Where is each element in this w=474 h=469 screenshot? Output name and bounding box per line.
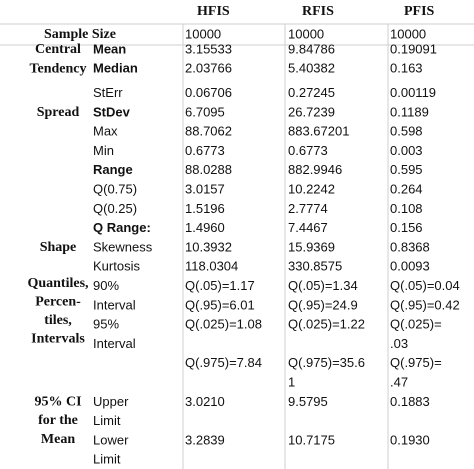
group-label: tiles, — [44, 313, 72, 328]
stat-name: 90% — [93, 278, 119, 293]
stat-name: Median — [93, 61, 138, 76]
stat-value: 9.5795 — [288, 394, 328, 409]
stat-value: 3.15533 — [185, 41, 232, 56]
stat-name: Kurtosis — [93, 259, 140, 274]
stat-value: 1.5196 — [185, 201, 225, 216]
stat-value: 0.6773 — [288, 143, 328, 158]
stat-value: 26.7239 — [288, 104, 335, 119]
stat-value: 118.0304 — [185, 259, 238, 274]
stat-name: Q(0.75) — [93, 182, 137, 197]
stat-value: Q(.95)=6.01 — [185, 297, 255, 312]
stat-value: .47 — [390, 375, 408, 390]
stat-value: Q(.025)= — [390, 317, 442, 332]
group-label: for the — [38, 413, 78, 428]
stat-value: Q(.975)=35.6 — [288, 355, 365, 370]
stat-name: Range — [93, 162, 133, 177]
stat-value: 3.0210 — [185, 394, 225, 409]
stat-name: Upper — [93, 394, 129, 409]
stat-value: 9.84786 — [288, 41, 335, 56]
group-label: Spread — [37, 105, 80, 120]
stat-value: 0.598 — [390, 124, 423, 139]
stat-value: 1 — [288, 375, 295, 390]
group-label: Shape — [40, 240, 77, 255]
group-label: Intervals — [31, 332, 85, 347]
stat-value: 5.40382 — [288, 61, 335, 76]
stat-value: 0.156 — [390, 220, 423, 235]
stat-name: Limit — [93, 413, 121, 428]
group-label: Quantiles, — [27, 276, 88, 291]
group-label: Tendency — [29, 62, 86, 77]
stat-value: 0.6773 — [185, 143, 225, 158]
stat-name: Q Range: — [93, 220, 151, 235]
stat-value: Q(.975)=7.84 — [185, 355, 262, 370]
stat-value: 882.9946 — [288, 162, 342, 177]
stat-name: Lower — [93, 432, 129, 447]
stat-value: 7.4467 — [288, 220, 328, 235]
stat-value: 0.1930 — [390, 432, 430, 447]
stat-value: 330.8575 — [288, 259, 342, 274]
stat-value: 0.163 — [390, 61, 423, 76]
stat-name: Interval — [93, 336, 136, 351]
stat-value: 1.4960 — [185, 220, 225, 235]
stat-value: 88.0288 — [185, 162, 232, 177]
stat-value: Q(.05)=0.04 — [390, 278, 460, 293]
stat-value: 883.67201 — [288, 124, 349, 139]
stat-value: 0.27245 — [288, 85, 335, 100]
column-header: HFIS — [197, 4, 230, 19]
stat-value: Q(.975)= — [390, 355, 442, 370]
stat-value: 0.8368 — [390, 239, 430, 254]
stat-value: 0.06706 — [185, 85, 232, 100]
stat-value: 10.2242 — [288, 182, 335, 197]
stat-value: Q(.95)=24.9 — [288, 297, 358, 312]
stat-value: 0.003 — [390, 143, 423, 158]
stat-value: 10.3932 — [185, 239, 232, 254]
stat-value: Q(.05)=1.17 — [185, 278, 255, 293]
sample-size-value: 10000 — [390, 26, 426, 41]
stat-value: 6.7095 — [185, 104, 225, 119]
stat-name: StErr — [93, 85, 123, 100]
sample-size-value: 10000 — [185, 26, 221, 41]
group-label: Mean — [41, 432, 75, 447]
stat-value: 2.7774 — [288, 201, 328, 216]
group-label: Central — [35, 42, 81, 57]
stat-value: 88.7062 — [185, 124, 232, 139]
group-label: Percen- — [35, 294, 81, 309]
stat-value: Q(.025)=1.22 — [288, 317, 365, 332]
stat-name: Max — [93, 124, 118, 139]
stat-name: Min — [93, 143, 114, 158]
group-label: 95% CI — [34, 395, 81, 410]
stat-value: 15.9369 — [288, 239, 335, 254]
stat-value: 0.00119 — [390, 85, 436, 100]
stat-name: Mean — [93, 41, 126, 56]
stat-value: 0.1883 — [390, 394, 430, 409]
stat-value: 0.108 — [390, 201, 423, 216]
stat-name: Interval — [93, 297, 136, 312]
stat-name: StDev — [93, 104, 131, 119]
stat-value: 3.2839 — [185, 432, 225, 447]
sample-size-label: Sample Size — [44, 27, 116, 42]
stat-value: 0.0093 — [390, 259, 430, 274]
stat-name: Skewness — [93, 239, 153, 254]
stat-value: .03 — [390, 336, 408, 351]
stat-value: 3.0157 — [185, 182, 225, 197]
column-header: RFIS — [302, 4, 334, 19]
stat-value: 0.264 — [390, 182, 423, 197]
stat-value: 0.19091 — [390, 41, 437, 56]
stat-value: 0.1189 — [390, 104, 429, 119]
stat-value: 10.7175 — [288, 432, 335, 447]
stat-value: 0.595 — [390, 162, 423, 177]
stat-value: 2.03766 — [185, 61, 232, 76]
stat-name: 95% — [93, 317, 119, 332]
stat-value: Q(.025)=1.08 — [185, 317, 262, 332]
stat-value: Q(.05)=1.34 — [288, 278, 358, 293]
stat-name: Q(0.25) — [93, 201, 137, 216]
stat-value: Q(.95)=0.42 — [390, 297, 460, 312]
stat-name: Limit — [93, 452, 121, 467]
column-header: PFIS — [404, 4, 435, 19]
sample-size-value: 10000 — [288, 26, 324, 41]
